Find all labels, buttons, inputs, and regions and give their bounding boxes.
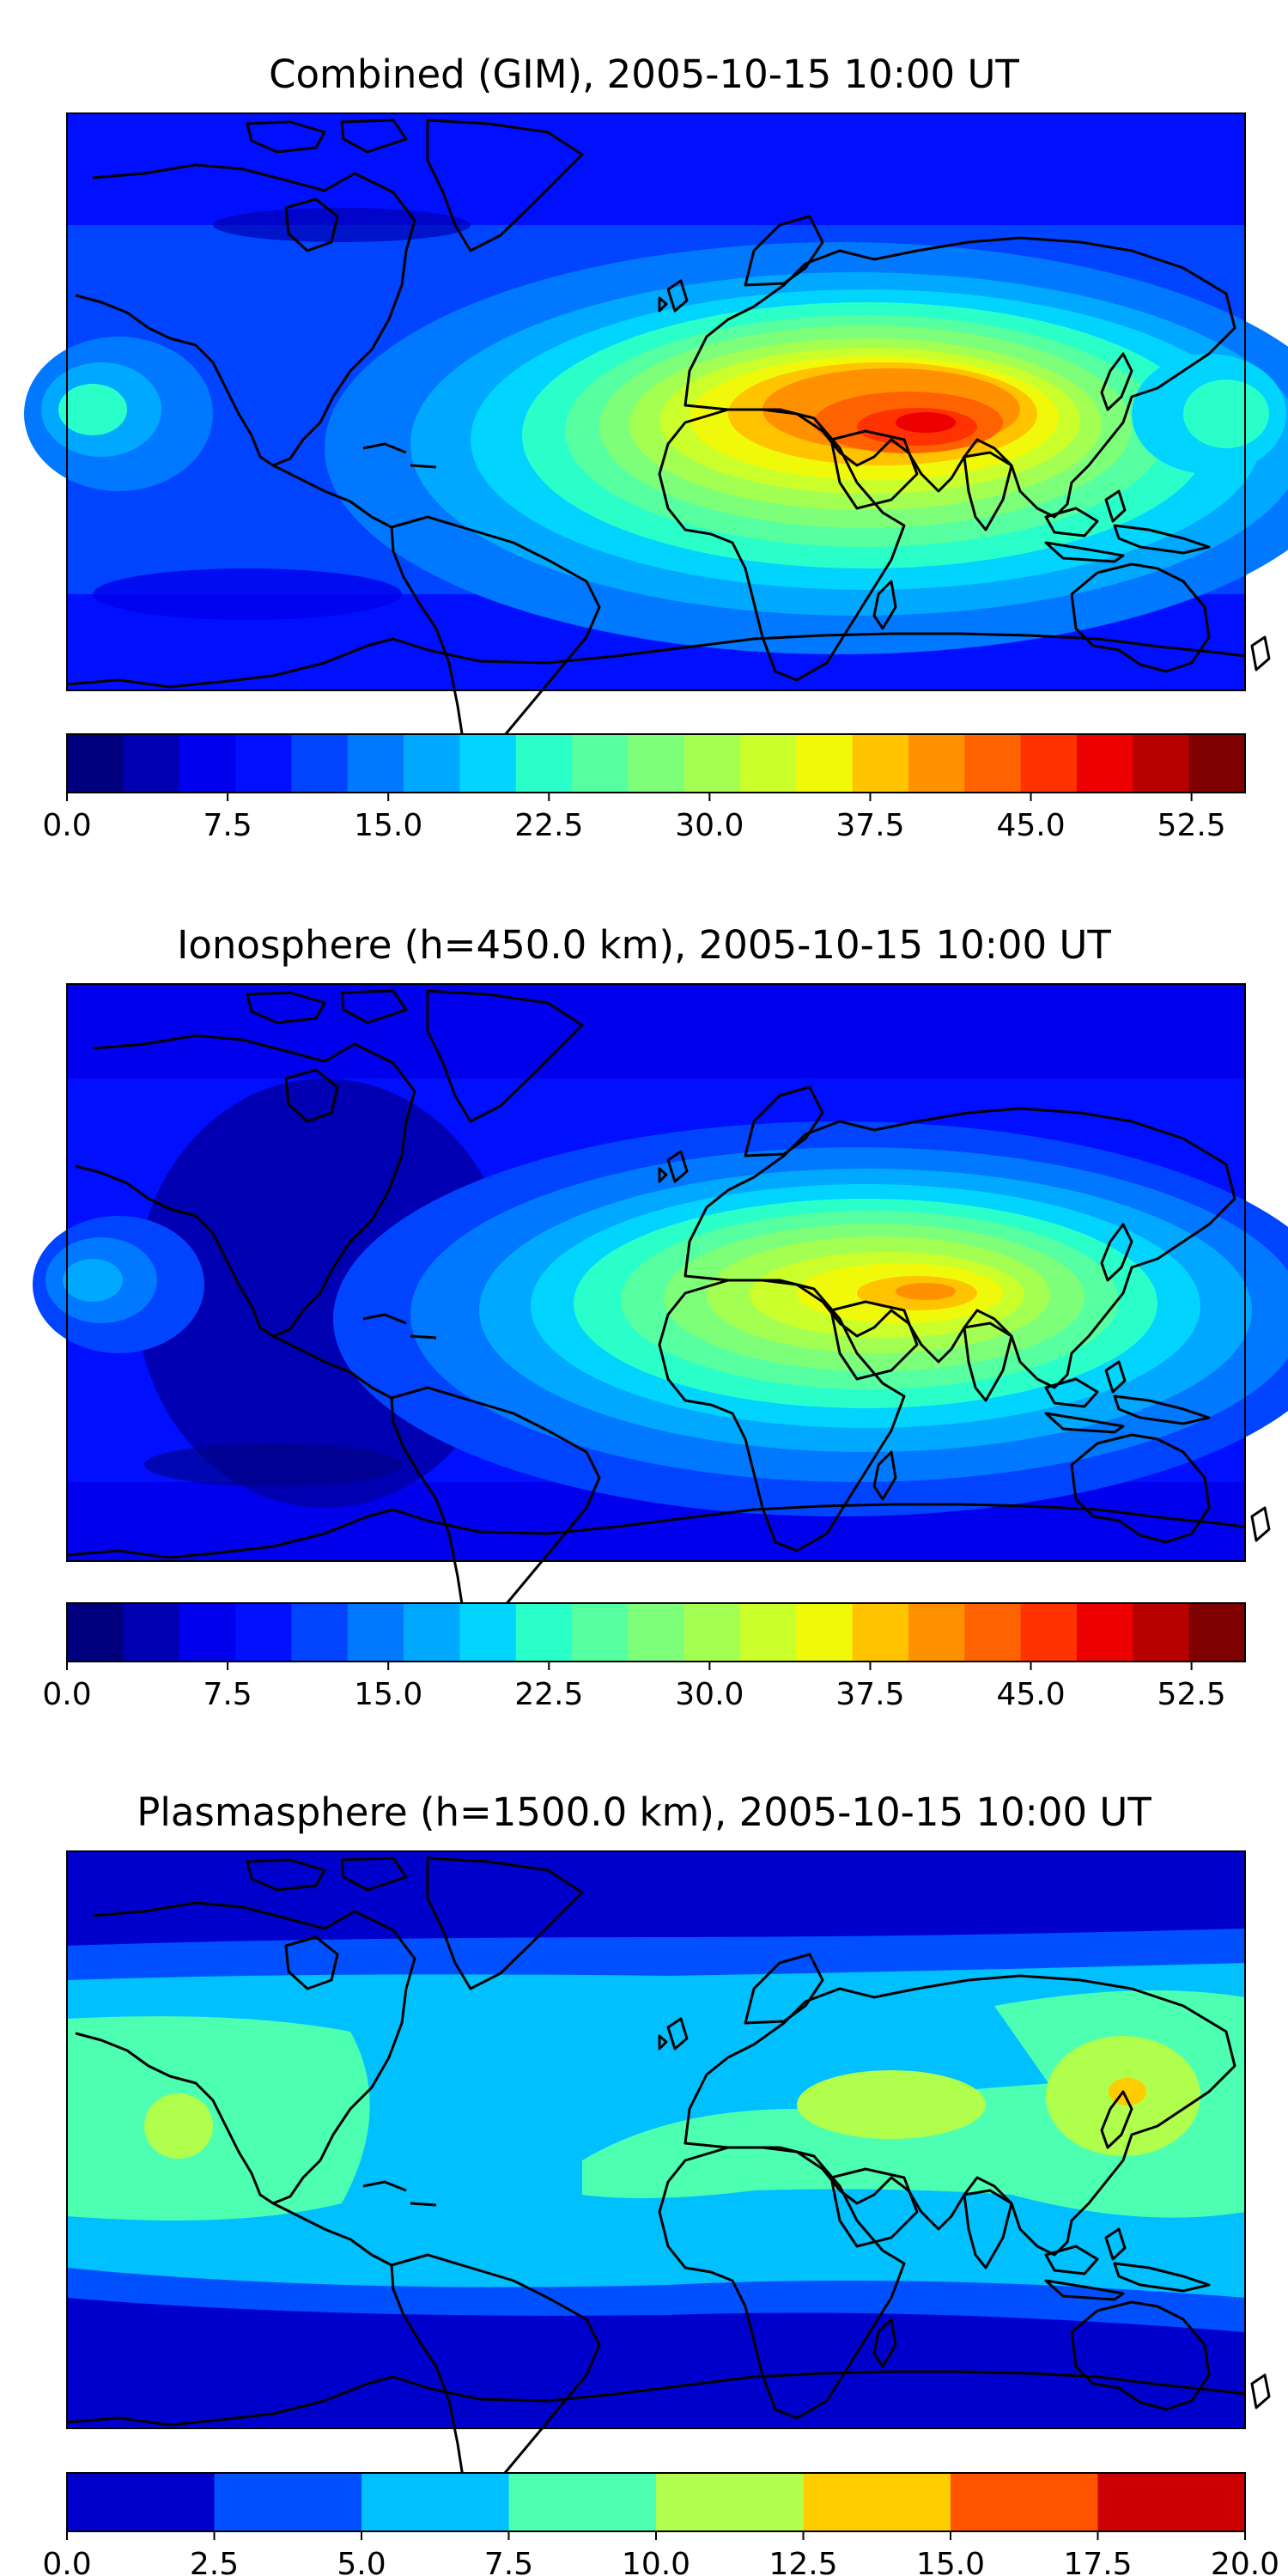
panel-3-map <box>65 1850 1271 2523</box>
colorbar-3-cell <box>214 2473 362 2531</box>
colorbar-1-tick-label: 37.5 <box>835 808 904 843</box>
colorbar-1-cell <box>459 734 517 793</box>
colorbar-1-cell <box>67 734 124 793</box>
colorbar-2-cell <box>964 1603 1022 1662</box>
colorbar-3-tick-label: 0.0 <box>42 2547 91 2576</box>
colorbar-2-tick-label: 30.0 <box>675 1677 744 1712</box>
colorbar-1-tick-label: 15.0 <box>354 808 422 843</box>
panel-1-title: Combined (GIM), 2005-10-15 10:00 UT <box>269 52 1019 97</box>
colorbar-3-cell <box>508 2473 657 2531</box>
colorbar-2-tick-label: 0.0 <box>42 1677 91 1712</box>
colorbar-1-cell <box>515 734 573 793</box>
colorbar-1-cell <box>1020 734 1078 793</box>
colorbar-3-tick-label: 12.5 <box>769 2547 837 2576</box>
colorbar-1-tick-label: 45.0 <box>996 808 1065 843</box>
colorbar-2-cell <box>67 1603 124 1662</box>
colorbar-1-tick-label: 30.0 <box>675 808 744 843</box>
colorbar-3-tick-label: 10.0 <box>622 2547 690 2576</box>
colorbar-3-tick-label: 20.0 <box>1211 2547 1279 2576</box>
colorbar-3-cell <box>67 2473 216 2531</box>
panel-1-map <box>24 112 1288 785</box>
colorbar-3: 0.0 2.5 5.0 7.5 10.0 12.5 15.0 17.5 20.0 <box>42 2472 1279 2576</box>
colorbar-2-cell <box>459 1603 517 1662</box>
panel-2-title: Ionosphere (h=450.0 km), 2005-10-15 10:0… <box>177 922 1111 968</box>
panel-2-map <box>33 983 1288 1656</box>
colorbar-1-cell <box>964 734 1022 793</box>
colorbar-3-cell <box>361 2473 510 2531</box>
colorbar-1-cell <box>179 734 236 793</box>
colorbar-1-cell <box>1133 734 1190 793</box>
colorbar-2-tick-label: 22.5 <box>514 1677 583 1712</box>
colorbar-2-cell <box>404 1603 460 1662</box>
colorbar-1-cell <box>683 734 741 793</box>
colorbar-1-cell <box>291 734 349 793</box>
colorbar-2-tick-label: 52.5 <box>1157 1677 1226 1712</box>
colorbar-1: 0.0 7.5 15.0 22.5 30.0 37.5 45.0 52.5 <box>42 733 1246 843</box>
colorbar-3-tick-label: 17.5 <box>1063 2547 1132 2576</box>
colorbar-3-cell <box>951 2473 1099 2531</box>
colorbar-2-cell <box>740 1603 797 1662</box>
colorbar-1-cell <box>1188 734 1246 793</box>
colorbar-3-tick-label: 7.5 <box>484 2547 533 2576</box>
colorbar-2-cell <box>572 1603 629 1662</box>
colorbar-2-cell <box>1188 1603 1246 1662</box>
colorbar-1-cell <box>572 734 629 793</box>
colorbar-3-cell <box>656 2473 805 2531</box>
colorbar-2-cell <box>235 1603 292 1662</box>
colorbar-2-tick-label: 45.0 <box>996 1677 1065 1712</box>
colorbar-3-tick-label: 15.0 <box>916 2547 985 2576</box>
colorbar-1-cell <box>404 734 460 793</box>
colorbar-2: 0.0 7.5 15.0 22.5 30.0 37.5 45.0 52.5 <box>42 1602 1246 1712</box>
colorbar-1-cell <box>347 734 404 793</box>
colorbar-2-cell <box>1020 1603 1078 1662</box>
colorbar-2-cell <box>1133 1603 1190 1662</box>
colorbar-1-cell <box>852 734 909 793</box>
colorbar-2-cell <box>628 1603 685 1662</box>
colorbar-2-tick-label: 7.5 <box>203 1677 252 1712</box>
colorbar-1-cell <box>908 734 965 793</box>
colorbar-2-tick-label: 37.5 <box>835 1677 904 1712</box>
colorbar-1-tick-label: 7.5 <box>203 808 252 843</box>
colorbar-3-cell <box>1097 2473 1246 2531</box>
colorbar-2-cell <box>683 1603 741 1662</box>
colorbar-1-tick-label: 22.5 <box>514 808 583 843</box>
colorbar-2-cell <box>908 1603 965 1662</box>
colorbar-2-cell <box>1077 1603 1133 1662</box>
colorbar-1-cell <box>628 734 685 793</box>
colorbar-2-tick-label: 15.0 <box>354 1677 422 1712</box>
colorbar-2-cell <box>291 1603 349 1662</box>
colorbar-2-cell <box>852 1603 909 1662</box>
colorbar-1-cell <box>235 734 292 793</box>
colorbar-1-cell <box>740 734 797 793</box>
colorbar-2-cell <box>123 1603 180 1662</box>
colorbar-2-cell <box>515 1603 573 1662</box>
colorbar-3-cell <box>803 2473 951 2531</box>
colorbar-1-cell <box>1077 734 1133 793</box>
colorbar-3-tick-label: 2.5 <box>190 2547 239 2576</box>
colorbar-2-cell <box>347 1603 404 1662</box>
panel-3-title: Plasmasphere (h=1500.0 km), 2005-10-15 1… <box>137 1789 1151 1835</box>
colorbar-1-tick-label: 0.0 <box>42 808 91 843</box>
colorbar-1-cell <box>796 734 854 793</box>
colorbar-2-cell <box>179 1603 236 1662</box>
colorbar-2-cell <box>796 1603 854 1662</box>
panel-plasmasphere: Plasmasphere (h=1500.0 km), 2005-10-15 1… <box>42 1789 1279 2576</box>
colorbar-3-tick-label: 5.0 <box>337 2547 386 2576</box>
colorbar-1-cell <box>123 734 180 793</box>
colorbar-1-tick-label: 52.5 <box>1157 808 1226 843</box>
panel-ionosphere: Ionosphere (h=450.0 km), 2005-10-15 10:0… <box>33 922 1288 1712</box>
panel-combined: Combined (GIM), 2005-10-15 10:00 UT <box>24 52 1288 843</box>
